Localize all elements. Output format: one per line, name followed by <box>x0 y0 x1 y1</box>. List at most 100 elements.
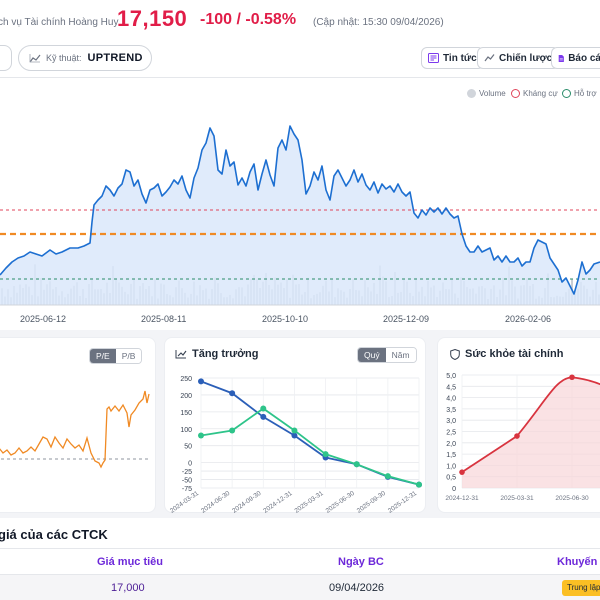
y-tick-label: 4,5 <box>446 384 456 391</box>
data-point <box>260 405 267 412</box>
stock-header: ch vụ Tài chính Hoàng Huy 17,150 -100 / … <box>0 0 600 40</box>
y-tick-label: 3,0 <box>446 418 456 425</box>
legend-resistance-label: Kháng cự <box>523 89 558 98</box>
trend-chart-icon <box>29 54 41 63</box>
update-timestamp: (Cập nhật: 15:30 09/04/2026) <box>313 17 444 28</box>
valuation-card: P/E P/B <box>0 337 156 513</box>
x-tick-label: 2024-03-31 <box>169 490 201 513</box>
data-point <box>260 413 267 420</box>
table-title: giá của các CTCK <box>0 527 108 542</box>
health-title: Sức khỏe tài chính <box>450 348 563 360</box>
company-name: ch vụ Tài chính Hoàng Huy <box>0 17 119 28</box>
x-label: 2026-02-06 <box>505 314 551 324</box>
recommendation-badge: Trung lập <box>562 580 600 596</box>
report-button[interactable]: Báo cá <box>551 47 600 69</box>
shield-icon <box>450 348 460 360</box>
col-report-date: Ngày BC <box>338 556 384 568</box>
price-change: -100 / -0.58% <box>200 11 297 28</box>
y-tick-label: 5,0 <box>446 373 456 380</box>
y-tick-label: 1,0 <box>446 463 456 470</box>
tab-year[interactable]: Năm <box>385 348 416 362</box>
x-tick-label: 2024-12-31 <box>445 495 479 502</box>
health-area <box>462 377 600 488</box>
y-tick-label: -25 <box>182 469 192 476</box>
data-point <box>229 427 236 434</box>
y-tick-label: 50 <box>184 444 192 451</box>
y-tick-label: 100 <box>180 427 192 434</box>
tab-quarter[interactable]: Quý <box>358 348 386 362</box>
growth-period-toggle: Quý Năm <box>357 347 417 363</box>
financial-health-card: Sức khỏe tài chính 5,0 4,5 4,0 3,5 3,0 2,5 2,0… <box>437 337 600 513</box>
valuation-toggle: P/E P/B <box>89 348 143 364</box>
data-point <box>569 374 575 381</box>
x-tick-label: 2025-09-30 <box>356 490 388 513</box>
legend-volume-label: Volume <box>479 89 506 98</box>
price-line <box>0 125 600 295</box>
x-tick-label: 2025-06-30 <box>555 495 589 502</box>
data-point <box>416 481 422 488</box>
y-tick-label: 0 <box>188 461 192 468</box>
table-header-row: Giá mục tiêu Ngày BC Khuyến n <box>0 548 600 574</box>
x-tick-label: 2024-06-30 <box>200 490 232 513</box>
technical-value: UPTREND <box>87 52 143 64</box>
target-price-cell: 17,000 <box>111 582 145 594</box>
y-tick-label: 150 <box>180 410 192 417</box>
x-label: 2025-08-11 <box>141 314 186 324</box>
y-tick-label: 2,5 <box>446 430 456 437</box>
report-file-icon <box>558 54 564 62</box>
y-tick-label: 3,5 <box>446 407 456 414</box>
x-label: 2025-12-09 <box>383 314 429 324</box>
technical-status-pill[interactable]: Kỹ thuật: UPTREND <box>18 45 152 71</box>
price-chart[interactable]: 2025-06-12 2025-08-11 2025-10-10 2025-12… <box>0 78 600 330</box>
legend-support-label: Hỗ trợ <box>574 89 597 98</box>
tab-pe[interactable]: P/E <box>90 349 116 363</box>
toolbar: Kỹ thuật: UPTREND Tin tức Chiến lược Báo… <box>0 40 600 78</box>
toolbar-partial-button[interactable] <box>0 45 12 71</box>
y-tick-label: 2,0 <box>446 441 456 448</box>
y-tick-label: 200 <box>180 393 192 400</box>
data-point <box>291 427 298 434</box>
legend-volume[interactable]: Volume <box>467 89 506 98</box>
y-tick-label: 250 <box>180 376 192 383</box>
y-tick-label: 0,5 <box>446 475 456 482</box>
report-date-cell: 09/04/2026 <box>329 582 385 594</box>
data-point <box>291 432 298 439</box>
x-tick-label: 2025-03-31 <box>500 495 534 502</box>
col-recommendation: Khuyến n <box>557 556 600 568</box>
current-price: 17,150 <box>117 6 188 31</box>
data-point <box>514 433 520 439</box>
col-target-price: Giá mục tiêu <box>97 556 164 568</box>
health-title-text: Sức khỏe tài chính <box>465 348 564 360</box>
growth-card: Tăng trưởng Quý Năm 250 200 150 100 50 0 -25 -5… <box>164 337 426 513</box>
x-tick-label: 2024-12-31 <box>262 490 294 513</box>
legend-resistance[interactable]: Kháng cự <box>511 89 558 98</box>
data-point <box>322 451 329 458</box>
x-tick-label: 2025-06-30 <box>325 490 357 513</box>
table-row[interactable]: 17,000 09/04/2026 Trung lập <box>0 574 600 600</box>
x-label: 2025-06-12 <box>20 314 66 324</box>
valuation-chart <box>0 390 151 469</box>
data-point <box>229 390 236 397</box>
data-point <box>198 432 204 439</box>
x-label: 2025-10-10 <box>262 314 308 324</box>
growth-title: Tăng trưởng <box>175 348 259 360</box>
series-green-line <box>200 407 420 486</box>
y-tick-label: 0 <box>452 486 456 493</box>
data-point <box>459 469 465 475</box>
news-button[interactable]: Tin tức <box>421 47 484 69</box>
strategy-label: Chiến lược <box>499 52 553 64</box>
analyst-targets-table: giá của các CTCK Giá mục tiêu Ngày BC Kh… <box>0 518 600 600</box>
x-tick-label: 2024-09-30 <box>231 490 263 513</box>
data-point <box>384 473 391 480</box>
tab-pb[interactable]: P/B <box>115 349 142 363</box>
pe-line <box>0 390 150 469</box>
technical-label: Kỹ thuật: <box>46 53 82 63</box>
line-chart-icon <box>484 54 495 62</box>
price-area <box>0 126 600 305</box>
legend-support[interactable]: Hỗ trợ <box>562 89 597 98</box>
health-chart: 5,0 4,5 4,0 3,5 3,0 2,5 2,0 1,5 1,0 0,5 0 2024-12-3… <box>445 373 600 502</box>
x-tick-label: 2025-03-31 <box>293 490 325 513</box>
strategy-button[interactable]: Chiến lược <box>477 47 560 69</box>
